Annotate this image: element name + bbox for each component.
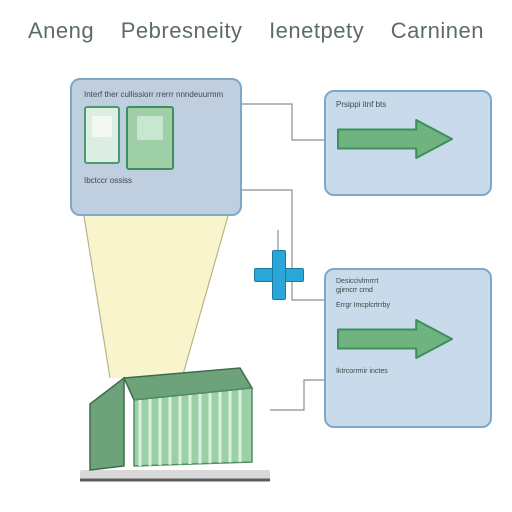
cabinet-large-icon: [126, 106, 174, 170]
output-top-label: Prsippi itnf bts: [336, 100, 480, 110]
projection-cone: [84, 216, 228, 378]
cabinet-large-slot: [137, 116, 163, 140]
output-bottom-footer: Iktrcorrmir inctes: [336, 368, 480, 377]
connector-top: [242, 104, 324, 140]
cabinet-small-slot: [92, 116, 111, 138]
title-word-1: Aneng: [28, 18, 94, 44]
input-panel: Interf ther cullissiorr rrerrr nnndeuurm…: [70, 78, 242, 216]
output-bottom-label1: Desiccivlmrrrt: [336, 278, 480, 287]
building-icon: [80, 358, 270, 486]
title-word-3: Ienetpety: [269, 18, 364, 44]
input-panel-header: Interf ther cullissiorr rrerrr nnndeuurm…: [84, 90, 228, 100]
arrow-right-icon: [336, 318, 454, 360]
output-bottom-label2: gjirncrr crnd: [336, 287, 480, 296]
output-panel-bottom: Desiccivlmrrrt gjirncrr crnd Errgr Imcpl…: [324, 268, 492, 428]
plus-icon: [254, 250, 302, 298]
title-word-2: Pebresneity: [121, 18, 243, 44]
output-panel-top: Prsippi itnf bts: [324, 90, 492, 196]
connector-bottom: [270, 380, 324, 410]
projection-cone-outline: [84, 216, 110, 378]
cabinet-icon-row: [84, 106, 228, 170]
cabinet-small-icon: [84, 106, 120, 164]
title-word-4: Carninen: [391, 18, 484, 44]
projection-cone-outline-r: [182, 216, 228, 378]
input-panel-footer: Ibctccr ossiss: [84, 176, 228, 185]
diagram-canvas: Aneng Pebresneity Ienetpety Carninen Int…: [0, 0, 512, 512]
arrow-right-icon: [336, 118, 454, 160]
diagram-title: Aneng Pebresneity Ienetpety Carninen: [0, 18, 512, 44]
output-bottom-label3: Errgr Imcplcrtrrby: [336, 302, 480, 311]
